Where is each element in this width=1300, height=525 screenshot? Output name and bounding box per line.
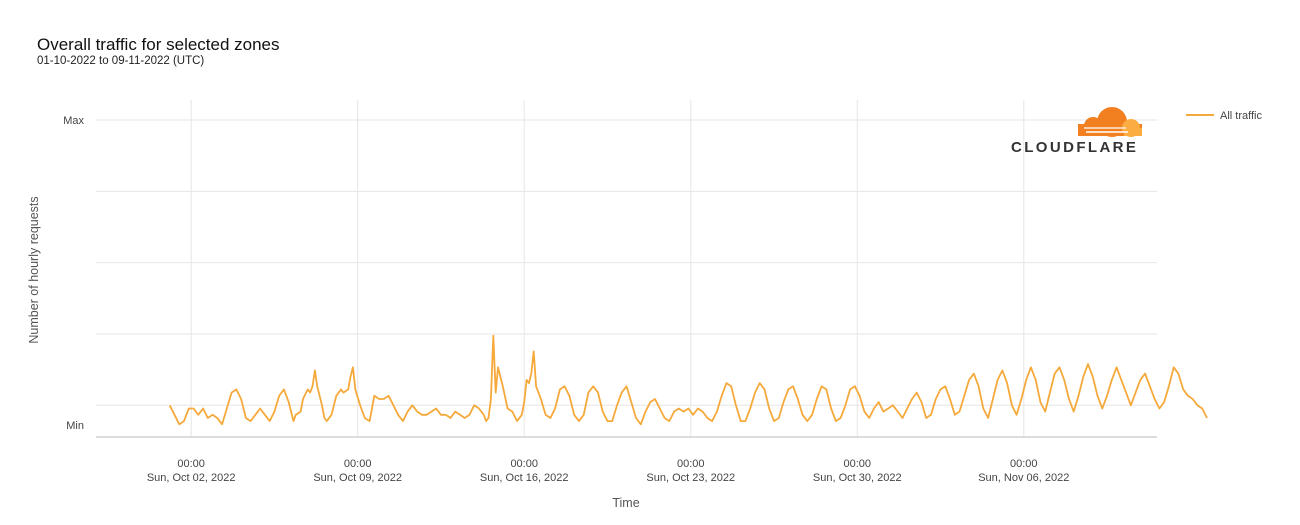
x-tick-date-0: Sun, Oct 02, 2022	[147, 472, 236, 484]
legend[interactable]: All traffic	[1186, 110, 1262, 122]
cloudflare-logo: CLOUDFLARE	[1011, 107, 1142, 156]
y-axis-title: Number of hourly requests	[27, 196, 41, 343]
x-tick-time-0: 00:00	[177, 458, 205, 470]
x-tick-date-1: Sun, Oct 09, 2022	[313, 472, 402, 484]
x-axis-ticks: 00:00 Sun, Oct 02, 2022 00:00 Sun, Oct 09, …	[147, 458, 1070, 484]
series-line-all-traffic	[168, 334, 1208, 426]
chart-subtitle: 01-10-2022 to 09-11-2022 (UTC)	[37, 55, 205, 67]
series-layer	[168, 334, 1208, 426]
x-tick-time-5: 00:00	[1010, 458, 1038, 470]
y-tick-label-max: Max	[63, 115, 84, 127]
x-tick-time-4: 00:00	[843, 458, 871, 470]
x-axis-title: Time	[612, 496, 639, 510]
x-tick-time-2: 00:00	[510, 458, 538, 470]
x-tick-date-5: Sun, Nov 06, 2022	[978, 472, 1069, 484]
x-tick-date-4: Sun, Oct 30, 2022	[813, 472, 902, 484]
grid-lines	[96, 100, 1157, 438]
x-tick-time-3: 00:00	[677, 458, 705, 470]
x-tick-date-2: Sun, Oct 16, 2022	[480, 472, 569, 484]
cloud-icon	[1078, 107, 1142, 137]
x-tick-date-3: Sun, Oct 23, 2022	[646, 472, 735, 484]
x-tick-time-1: 00:00	[344, 458, 372, 470]
chart-title: Overall traffic for selected zones	[37, 35, 280, 54]
y-tick-label-min: Min	[66, 420, 84, 432]
legend-label-all-traffic: All traffic	[1220, 110, 1262, 122]
logo-wordmark: CLOUDFLARE	[1011, 139, 1138, 156]
